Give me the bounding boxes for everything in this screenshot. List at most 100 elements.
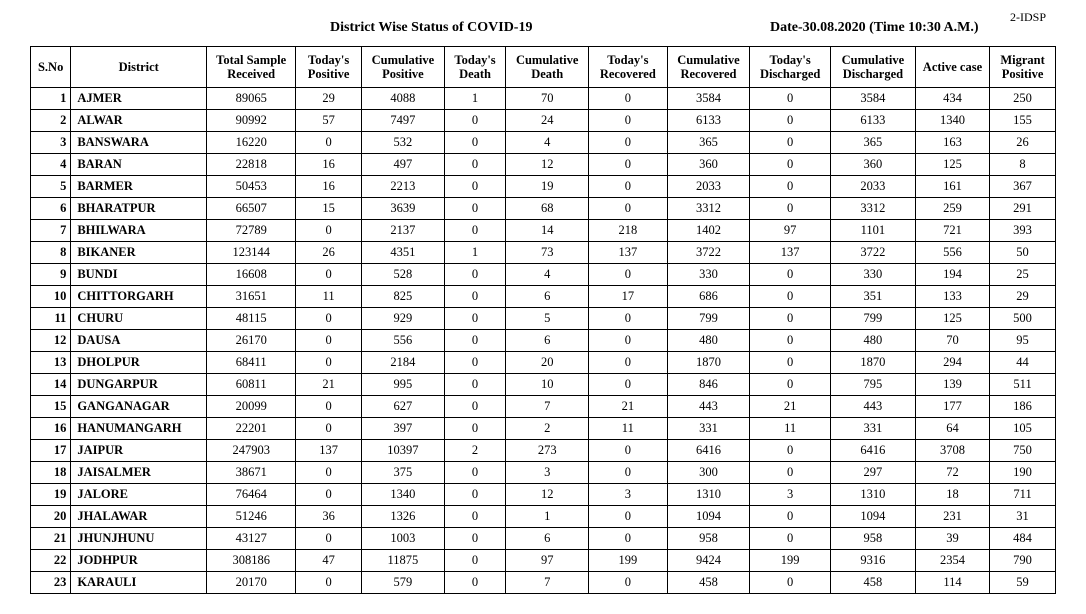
table-row: 2ALWAR9099257749702406133061331340155 [31, 110, 1056, 132]
cell-trec: 0 [589, 572, 668, 594]
cell-tdth: 1 [444, 242, 506, 264]
cell-sample: 31651 [207, 286, 296, 308]
cell-crec: 2033 [667, 176, 750, 198]
cell-mig: 26 [990, 132, 1056, 154]
col-tdis: Today's Discharged [750, 47, 831, 88]
cell-cdth: 10 [506, 374, 589, 396]
cell-trec: 0 [589, 330, 668, 352]
table-row: 14DUNGARPUR608112199501008460795139511 [31, 374, 1056, 396]
cell-cdth: 12 [506, 154, 589, 176]
table-row: 4BARAN2281816497012036003601258 [31, 154, 1056, 176]
cell-district: JHALAWAR [71, 506, 207, 528]
cell-cdis: 297 [830, 462, 915, 484]
cell-mig: 190 [990, 462, 1056, 484]
cell-trec: 0 [589, 176, 668, 198]
cell-tdth: 0 [444, 528, 506, 550]
cell-act: 161 [915, 176, 989, 198]
cell-cdis: 360 [830, 154, 915, 176]
cell-sample: 247903 [207, 440, 296, 462]
cell-sno: 10 [31, 286, 71, 308]
cell-crec: 1870 [667, 352, 750, 374]
cell-cpos: 2184 [362, 352, 445, 374]
cell-crec: 958 [667, 528, 750, 550]
cell-cpos: 1003 [362, 528, 445, 550]
cell-act: 125 [915, 308, 989, 330]
cell-cpos: 397 [362, 418, 445, 440]
cell-crec: 365 [667, 132, 750, 154]
cell-district: BHILWARA [71, 220, 207, 242]
cell-crec: 360 [667, 154, 750, 176]
col-crec: Cumulative Recovered [667, 47, 750, 88]
cell-act: 114 [915, 572, 989, 594]
cell-cpos: 556 [362, 330, 445, 352]
table-row: 19JALORE7646401340012313103131018711 [31, 484, 1056, 506]
cell-sno: 7 [31, 220, 71, 242]
cell-act: 721 [915, 220, 989, 242]
cell-sample: 60811 [207, 374, 296, 396]
cell-cdis: 6416 [830, 440, 915, 462]
cell-tdis: 0 [750, 462, 831, 484]
col-cpos: Cumulative Positive [362, 47, 445, 88]
cell-sno: 21 [31, 528, 71, 550]
cell-tdis: 0 [750, 154, 831, 176]
cell-sample: 66507 [207, 198, 296, 220]
cell-district: JAISALMER [71, 462, 207, 484]
table-row: 12DAUSA26170055606048004807095 [31, 330, 1056, 352]
cell-tdth: 0 [444, 286, 506, 308]
cell-sno: 9 [31, 264, 71, 286]
cell-sample: 22818 [207, 154, 296, 176]
cell-crec: 9424 [667, 550, 750, 572]
cell-sno: 18 [31, 462, 71, 484]
cell-crec: 458 [667, 572, 750, 594]
cell-mig: 8 [990, 154, 1056, 176]
cell-district: CHITTORGARH [71, 286, 207, 308]
cell-cdis: 9316 [830, 550, 915, 572]
cell-cdis: 1870 [830, 352, 915, 374]
cell-sample: 123144 [207, 242, 296, 264]
table-row: 20JHALAWAR5124636132601010940109423131 [31, 506, 1056, 528]
cell-tpos: 21 [296, 374, 362, 396]
cell-tpos: 11 [296, 286, 362, 308]
cell-mig: 750 [990, 440, 1056, 462]
cell-cpos: 2137 [362, 220, 445, 242]
cell-trec: 3 [589, 484, 668, 506]
cell-trec: 0 [589, 110, 668, 132]
cell-sno: 1 [31, 88, 71, 110]
cell-act: 72 [915, 462, 989, 484]
cell-cdis: 458 [830, 572, 915, 594]
cell-sample: 43127 [207, 528, 296, 550]
cell-sample: 26170 [207, 330, 296, 352]
cell-tdth: 0 [444, 484, 506, 506]
cell-sample: 72789 [207, 220, 296, 242]
cell-act: 64 [915, 418, 989, 440]
cell-cdth: 5 [506, 308, 589, 330]
cell-sno: 17 [31, 440, 71, 462]
cell-trec: 0 [589, 506, 668, 528]
cell-tdth: 0 [444, 550, 506, 572]
cell-act: 133 [915, 286, 989, 308]
cell-cpos: 995 [362, 374, 445, 396]
cell-cdis: 6133 [830, 110, 915, 132]
covid-district-table: S.No District Total Sample Received Toda… [30, 46, 1056, 594]
col-act: Active case [915, 47, 989, 88]
cell-trec: 0 [589, 528, 668, 550]
cell-tdth: 0 [444, 396, 506, 418]
cell-tdis: 0 [750, 528, 831, 550]
cell-cpos: 10397 [362, 440, 445, 462]
cell-tdis: 0 [750, 506, 831, 528]
cell-tdth: 0 [444, 462, 506, 484]
cell-tpos: 15 [296, 198, 362, 220]
cell-crec: 3312 [667, 198, 750, 220]
cell-tpos: 0 [296, 528, 362, 550]
cell-sample: 20099 [207, 396, 296, 418]
cell-act: 125 [915, 154, 989, 176]
cell-cpos: 825 [362, 286, 445, 308]
cell-tdis: 0 [750, 440, 831, 462]
cell-tpos: 16 [296, 176, 362, 198]
report-date: Date-30.08.2020 (Time 10:30 A.M.) [770, 20, 979, 36]
cell-tpos: 0 [296, 418, 362, 440]
cell-act: 3708 [915, 440, 989, 462]
cell-cdth: 70 [506, 88, 589, 110]
cell-cdth: 24 [506, 110, 589, 132]
cell-tdis: 0 [750, 176, 831, 198]
